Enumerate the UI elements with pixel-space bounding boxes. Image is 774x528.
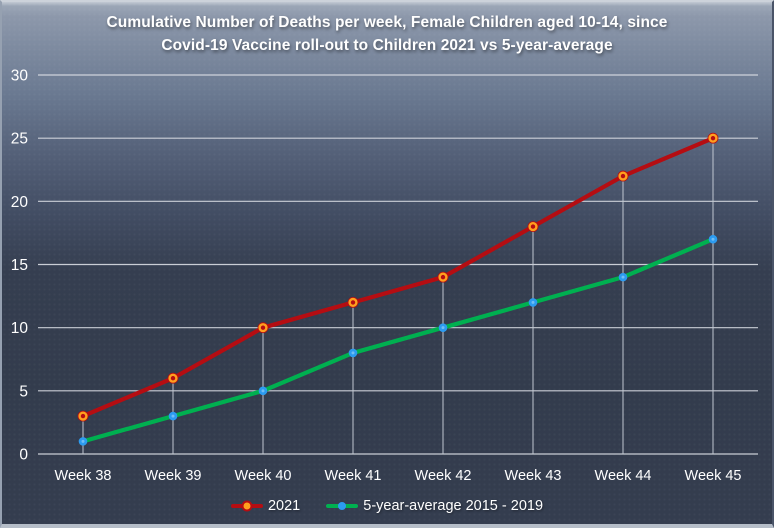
legend-item-2021: 2021	[230, 498, 301, 514]
legend-label-5-year-average: 5-year-average 2015 - 2019	[363, 498, 544, 514]
x-category-label: Week 42	[415, 468, 472, 484]
chart-title: Cumulative Number of Deaths per week, Fe…	[2, 11, 772, 57]
x-category-label: Week 43	[505, 468, 562, 484]
chart-title-line1: Cumulative Number of Deaths per week, Fe…	[106, 14, 668, 31]
y-tick-label: 30	[11, 67, 29, 84]
y-tick-label: 5	[19, 383, 28, 400]
data-point-marker-ring	[618, 171, 628, 181]
legend-dot-5-year-average-icon	[338, 502, 347, 510]
data-point-marker-ring	[708, 133, 718, 143]
y-tick-label: 10	[11, 320, 29, 337]
chart-title-line2: Covid-19 Vaccine roll-out to Children 20…	[161, 37, 613, 54]
x-category-label: Week 44	[595, 468, 652, 484]
data-point-marker-core	[81, 439, 85, 443]
chart-legend: 2021 5-year-average 2015 - 2019	[2, 498, 772, 514]
data-point-marker-core	[171, 414, 175, 418]
data-point-marker-ring	[168, 373, 178, 383]
x-category-label: Week 40	[235, 468, 292, 484]
data-point-marker-ring	[348, 297, 358, 308]
data-point-marker-ring	[528, 222, 538, 232]
y-tick-label: 25	[11, 131, 28, 148]
y-tick-label: 20	[11, 194, 29, 211]
legend-marker-5-year-average-icon	[326, 502, 359, 510]
data-point-marker-ring	[438, 272, 448, 282]
data-point-marker-core	[441, 326, 445, 330]
data-point-marker-core	[261, 389, 265, 393]
legend-label-2021: 2021	[267, 498, 301, 514]
x-category-label: Week 38	[55, 468, 112, 484]
data-point-marker-ring	[258, 323, 268, 333]
legend-marker-2021-icon	[230, 500, 263, 512]
legend-dot-2021-icon	[241, 500, 253, 512]
data-point-marker-core	[531, 300, 535, 304]
x-category-label: Week 45	[685, 468, 742, 484]
y-tick-label: 0	[19, 446, 28, 463]
data-point-marker-core	[351, 351, 355, 355]
x-category-label: Week 39	[145, 468, 202, 484]
data-point-marker-core	[711, 237, 715, 241]
data-point-marker-ring	[78, 411, 88, 421]
series-line-2021	[80, 136, 716, 419]
y-tick-label: 15	[11, 257, 28, 274]
x-category-label: Week 41	[325, 468, 382, 484]
series-line-5-year-average-2015---2019	[80, 237, 716, 444]
legend-item-5-year-average: 5-year-average 2015 - 2019	[326, 498, 543, 514]
data-point-marker-core	[621, 275, 625, 279]
